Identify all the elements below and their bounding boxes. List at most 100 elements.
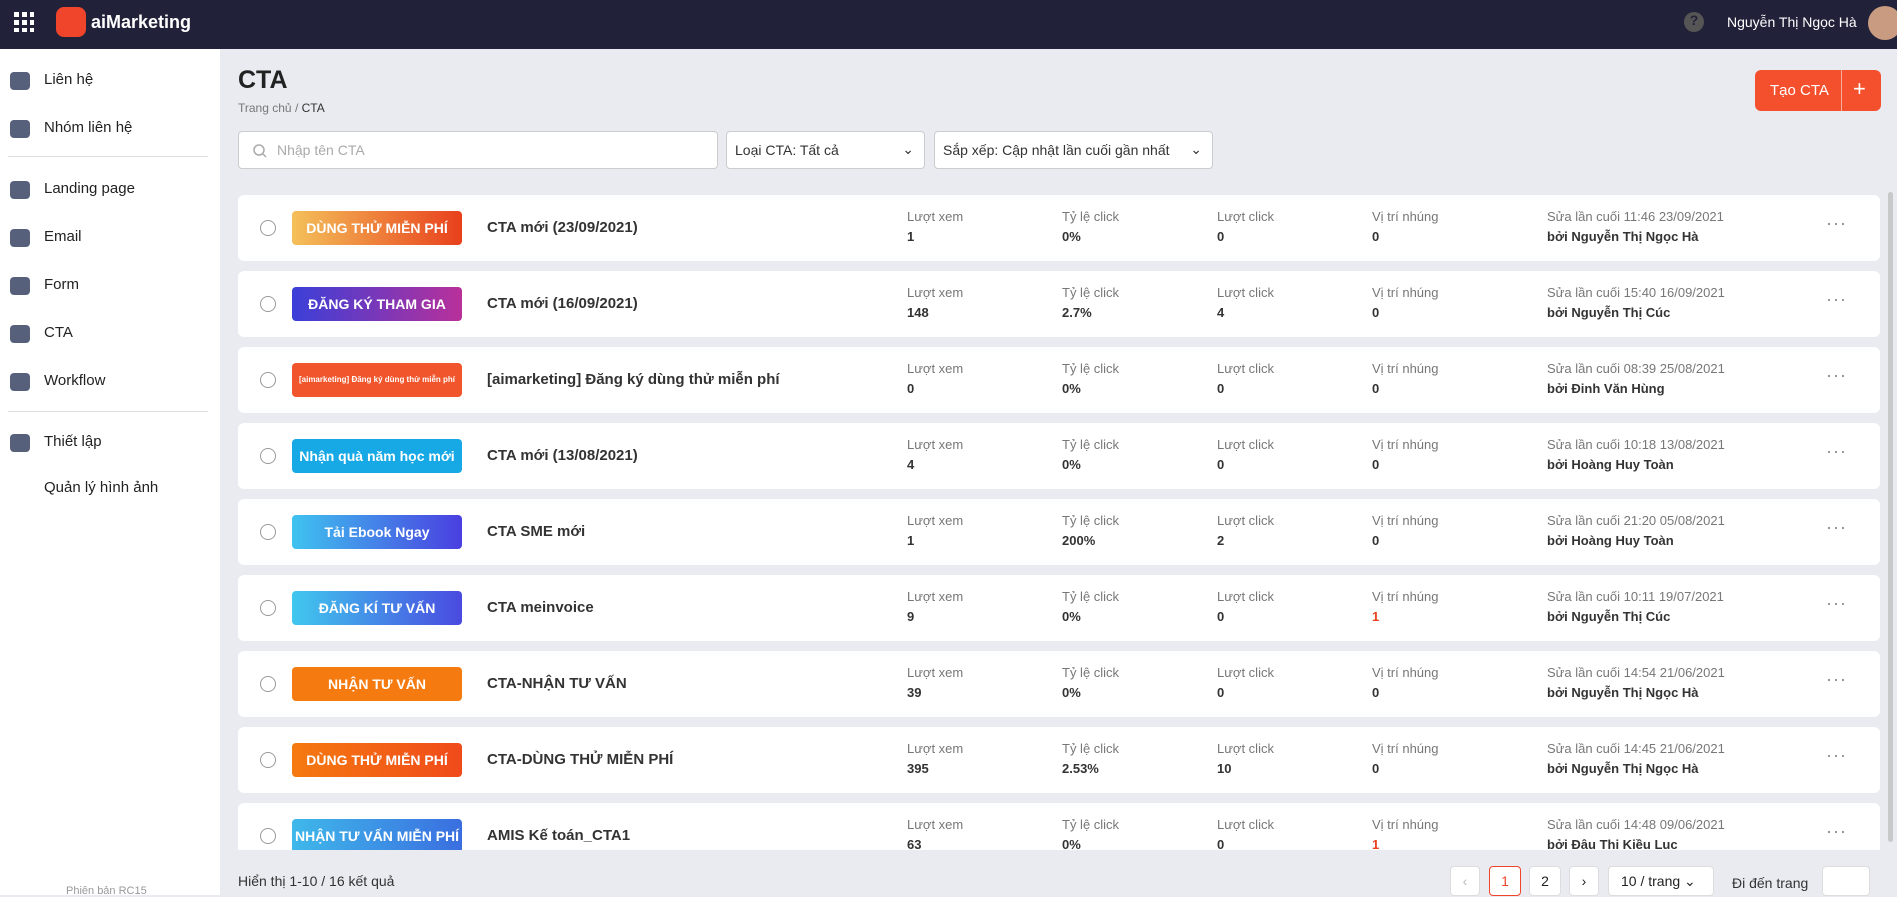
menu-item[interactable]: Nhóm liên hệ (44, 119, 133, 136)
metric-ctr: 2.7% (1062, 305, 1092, 320)
edited-by: bởi Nguyễn Thị Cúc (1547, 305, 1671, 320)
metric-ctr: 0% (1062, 229, 1081, 244)
cta-name[interactable]: AMIS Kế toán_CTA1 (487, 827, 631, 844)
menu-item[interactable]: Liên hệ (44, 71, 94, 88)
checkbox[interactable] (260, 752, 276, 768)
page-button[interactable]: 2 (1529, 866, 1561, 896)
breadcrumb-link[interactable]: Trang chủ (238, 101, 292, 115)
more-menu[interactable]: ··· (1826, 745, 1847, 765)
column-label: Vị trí nhúng (1372, 437, 1439, 452)
divider (8, 411, 208, 412)
cta-row[interactable]: Tải Ebook Ngay CTA SME mới Lượt xem 1 Tỷ lệ … (238, 499, 1880, 565)
checkbox[interactable] (260, 676, 276, 692)
checkbox[interactable] (260, 524, 276, 540)
checkbox[interactable] (260, 220, 276, 236)
type-select[interactable]: Loại CTA: Tất cả ⌄ (726, 131, 925, 169)
metric-embeds: 0 (1372, 457, 1380, 472)
column-label: Tỷ lệ click (1062, 209, 1120, 224)
column-label: Vị trí nhúng (1372, 361, 1439, 376)
cta-row[interactable]: DÙNG THỬ MIỄN PHÍ CTA mới (23/09/2021) Lượ… (238, 195, 1880, 261)
checkbox[interactable] (260, 372, 276, 388)
sort-label: Sắp xếp: Cập nhật lần cuối gần nhất (943, 142, 1170, 158)
apps-icon[interactable] (14, 12, 34, 32)
metric-clicks: 0 (1217, 457, 1225, 472)
help-icon[interactable]: ? (1684, 12, 1704, 32)
cta-row[interactable]: Nhận quà năm học mới CTA mới (13/08/2021)… (238, 423, 1880, 489)
cta-name[interactable]: CTA-NHẬN TƯ VẤN (487, 675, 627, 692)
cta-button-preview[interactable]: DÙNG THỬ MIỄN PHÍ (292, 211, 462, 245)
cta-row[interactable]: ĐĂNG KÍ TƯ VẤN CTA meinvoice Lượt xem 9 Tỷ l… (238, 575, 1880, 641)
cta-button-preview[interactable]: Tải Ebook Ngay (292, 515, 462, 549)
create-button[interactable]: Tạo CTA + (1755, 70, 1881, 111)
cta-name[interactable]: CTA mới (13/08/2021) (487, 447, 638, 464)
cta-name[interactable]: CTA meinvoice (487, 599, 594, 616)
edited-time: Sửa lần cuối 10:11 19/07/2021 (1547, 589, 1724, 604)
cta-button-preview[interactable]: Nhận quà năm học mới (292, 439, 462, 473)
cta-name[interactable]: CTA mới (16/09/2021) (487, 295, 638, 312)
column-label: Lượt click (1217, 817, 1274, 832)
page-size[interactable]: 10 / trang ⌄ (1608, 866, 1714, 896)
cta-button-preview[interactable]: ĐĂNG KÍ TƯ VẤN (292, 591, 462, 625)
checkbox[interactable] (260, 448, 276, 464)
menu-icon (10, 277, 30, 295)
version: Phiên bản RC15 (66, 885, 147, 897)
cta-name[interactable]: CTA-DÙNG THỬ MIỄN PHÍ (487, 751, 674, 768)
cta-button-preview[interactable]: ĐĂNG KÝ THAM GIA (292, 287, 462, 321)
menu-item[interactable]: Email (44, 228, 82, 245)
scrollbar[interactable] (1888, 192, 1893, 842)
cta-row[interactable]: ĐĂNG KÝ THAM GIA CTA mới (16/09/2021) Lượt… (238, 271, 1880, 337)
edited-time: Sửa lần cuối 10:18 13/08/2021 (1547, 437, 1725, 452)
more-menu[interactable]: ··· (1826, 669, 1847, 689)
more-menu[interactable]: ··· (1826, 821, 1847, 841)
menu-item[interactable]: Thiết lập (44, 433, 102, 450)
column-label: Lượt click (1217, 285, 1274, 300)
cta-row[interactable]: NHẬN TƯ VẤN MIỄN PHÍ AMIS Kế toán_CTA1 Lượ… (238, 803, 1880, 850)
menu-item[interactable]: Form (44, 276, 79, 293)
search-input[interactable]: Nhập tên CTA (238, 131, 718, 169)
menu-item[interactable]: CTA (44, 324, 73, 341)
cta-row[interactable]: NHẬN TƯ VẤN CTA-NHẬN TƯ VẤN Lượt xem 39 Tỷ l… (238, 651, 1880, 717)
column-label: Vị trí nhúng (1372, 741, 1439, 756)
column-label: Lượt xem (907, 513, 964, 528)
edited-time: Sửa lần cuối 14:48 09/06/2021 (1547, 817, 1725, 832)
cta-row[interactable]: DÙNG THỬ MIỄN PHÍ CTA-DÙNG THỬ MIỄN PHÍ Lư… (238, 727, 1880, 793)
column-label: Lượt xem (907, 285, 964, 300)
more-menu[interactable]: ··· (1826, 289, 1847, 309)
cta-name[interactable]: CTA mới (23/09/2021) (487, 219, 638, 236)
metric-clicks: 0 (1217, 837, 1225, 850)
cta-button-preview[interactable]: NHẬN TƯ VẤN (292, 667, 462, 701)
metric-views: 0 (907, 381, 915, 396)
more-menu[interactable]: ··· (1826, 593, 1847, 613)
page-title: CTA (238, 66, 288, 94)
checkbox[interactable] (260, 600, 276, 616)
cta-row[interactable]: [aimarketing] Đăng ký dùng thử miễn phí [… (238, 347, 1880, 413)
sidebar: Phiên bản RC15 Liên hệ Nhóm liên hệ Landin… (0, 49, 220, 897)
column-label: Tỷ lệ click (1062, 589, 1120, 604)
avatar[interactable] (1868, 6, 1897, 40)
prev-page[interactable]: ‹ (1450, 866, 1480, 896)
cta-button-preview[interactable]: NHẬN TƯ VẤN MIỄN PHÍ (292, 819, 462, 850)
more-menu[interactable]: ··· (1826, 441, 1847, 461)
column-label: Tỷ lệ click (1062, 513, 1120, 528)
menu-item[interactable]: Quản lý hình ảnh (44, 479, 159, 496)
menu-item[interactable]: Landing page (44, 180, 135, 197)
checkbox[interactable] (260, 828, 276, 844)
checkbox[interactable] (260, 296, 276, 312)
menu-item[interactable]: Workflow (44, 372, 106, 389)
cta-name[interactable]: [aimarketing] Đăng ký dùng thử miễn phí (487, 371, 780, 388)
more-menu[interactable]: ··· (1826, 213, 1847, 233)
user-name[interactable]: Nguyễn Thị Ngọc Hà (1727, 14, 1857, 30)
next-page[interactable]: › (1569, 866, 1599, 896)
cta-button-preview[interactable]: DÙNG THỬ MIỄN PHÍ (292, 743, 462, 777)
cta-name[interactable]: CTA SME mới (487, 523, 586, 540)
sort-select[interactable]: Sắp xếp: Cập nhật lần cuối gần nhất ⌄ (934, 131, 1213, 169)
more-menu[interactable]: ··· (1826, 365, 1847, 385)
cta-button-preview[interactable]: [aimarketing] Đăng ký dùng thử miễn phí (292, 363, 462, 397)
more-menu[interactable]: ··· (1826, 517, 1847, 537)
edited-time: Sửa lần cuối 14:54 21/06/2021 (1547, 665, 1725, 680)
page-button[interactable]: 1 (1489, 866, 1521, 896)
column-label: Tỷ lệ click (1062, 361, 1120, 376)
goto-input[interactable] (1822, 866, 1870, 896)
menu-icon (10, 325, 30, 343)
